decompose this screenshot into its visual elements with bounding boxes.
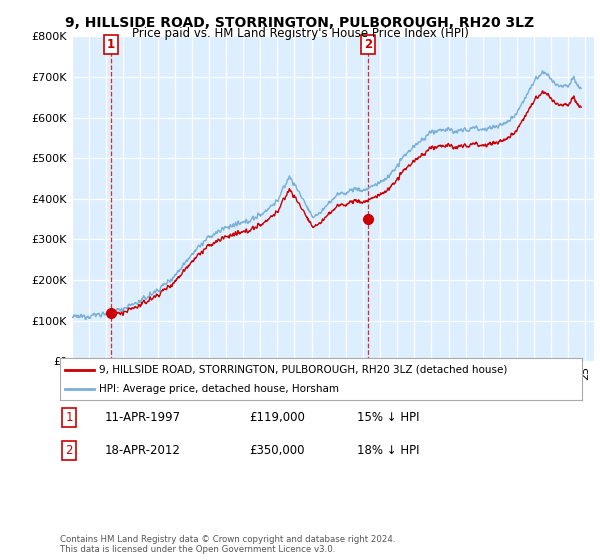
- Text: Contains HM Land Registry data © Crown copyright and database right 2024.
This d: Contains HM Land Registry data © Crown c…: [60, 535, 395, 554]
- Text: HPI: Average price, detached house, Horsham: HPI: Average price, detached house, Hors…: [99, 384, 339, 394]
- Text: Price paid vs. HM Land Registry's House Price Index (HPI): Price paid vs. HM Land Registry's House …: [131, 27, 469, 40]
- Text: 1: 1: [107, 38, 115, 51]
- Text: 18% ↓ HPI: 18% ↓ HPI: [357, 444, 419, 458]
- Text: 18-APR-2012: 18-APR-2012: [105, 444, 181, 458]
- Text: 9, HILLSIDE ROAD, STORRINGTON, PULBOROUGH, RH20 3LZ (detached house): 9, HILLSIDE ROAD, STORRINGTON, PULBOROUG…: [99, 365, 508, 375]
- Text: 1: 1: [65, 410, 73, 424]
- Text: 11-APR-1997: 11-APR-1997: [105, 410, 181, 424]
- Text: 9, HILLSIDE ROAD, STORRINGTON, PULBOROUGH, RH20 3LZ: 9, HILLSIDE ROAD, STORRINGTON, PULBOROUG…: [65, 16, 535, 30]
- Text: 2: 2: [65, 444, 73, 458]
- Text: 2: 2: [364, 38, 372, 51]
- Text: £119,000: £119,000: [249, 410, 305, 424]
- Text: 15% ↓ HPI: 15% ↓ HPI: [357, 410, 419, 424]
- Text: £350,000: £350,000: [249, 444, 305, 458]
